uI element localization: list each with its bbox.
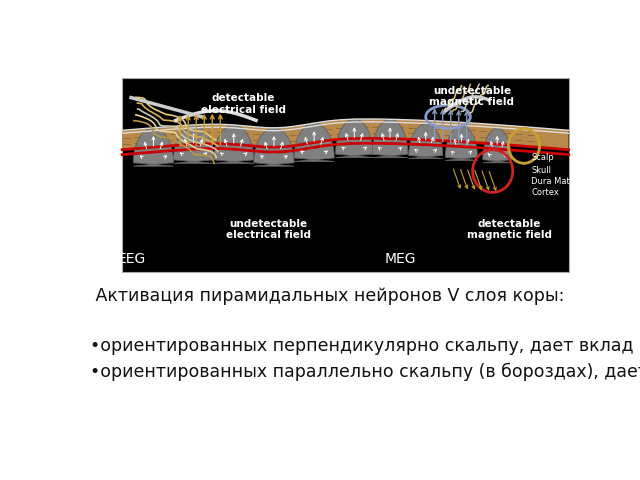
Polygon shape xyxy=(335,119,373,157)
Text: •ориентированных перпендикулярно скальпу, дает вклад в ЭЭГ,: •ориентированных перпендикулярно скальпу… xyxy=(90,336,640,355)
Polygon shape xyxy=(409,124,443,158)
Text: detectable
magnetic field: detectable magnetic field xyxy=(467,219,552,240)
Text: detectable
electrical field: detectable electrical field xyxy=(201,93,286,115)
Text: Cortex: Cortex xyxy=(531,188,559,197)
Text: Skull: Skull xyxy=(531,166,552,175)
Polygon shape xyxy=(133,128,173,166)
Polygon shape xyxy=(214,125,254,163)
Text: Scalp: Scalp xyxy=(531,153,554,162)
Polygon shape xyxy=(294,123,334,161)
Text: Активация пирамидальных нейронов V слоя коры:: Активация пирамидальных нейронов V слоя … xyxy=(90,287,564,305)
Text: undetectable
electrical field: undetectable electrical field xyxy=(226,219,311,240)
Text: undetectable
magnetic field: undetectable magnetic field xyxy=(429,85,515,107)
Text: Dura Mater: Dura Mater xyxy=(531,177,579,186)
Polygon shape xyxy=(483,128,511,163)
Bar xyxy=(122,78,568,272)
Polygon shape xyxy=(122,119,568,150)
Polygon shape xyxy=(372,119,408,158)
Polygon shape xyxy=(254,128,294,166)
Text: MEG: MEG xyxy=(384,252,415,265)
Text: EEG: EEG xyxy=(118,252,146,265)
Polygon shape xyxy=(173,125,214,163)
Text: •ориентированных параллельно скальпу (в бороздах), дает вклад в МЭГ: •ориентированных параллельно скальпу (в … xyxy=(90,362,640,381)
Polygon shape xyxy=(445,126,477,160)
